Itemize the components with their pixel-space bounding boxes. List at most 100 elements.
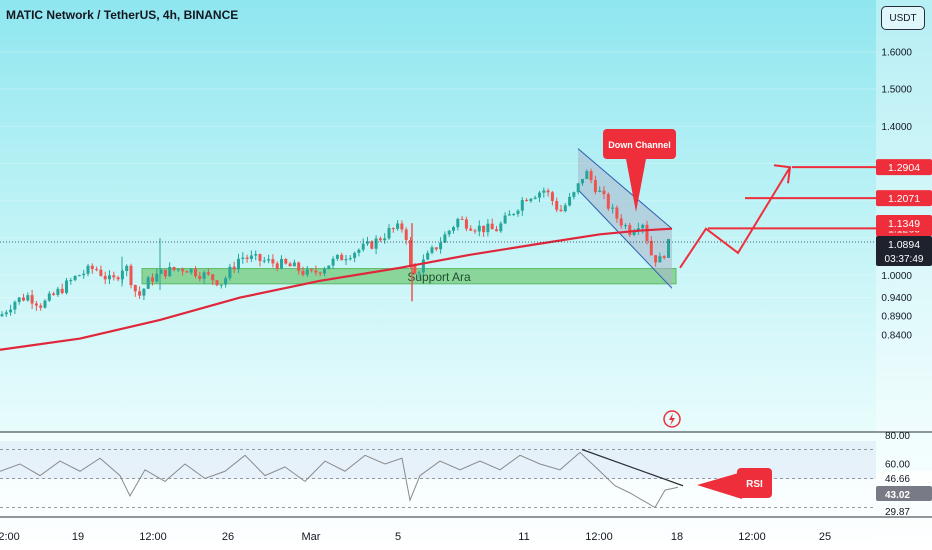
candle-body: [520, 200, 524, 211]
candle-body: [469, 228, 473, 231]
candle-body: [348, 258, 352, 260]
candle-body: [404, 229, 408, 240]
rsi-current-box: [876, 486, 932, 501]
candle-body: [353, 252, 357, 259]
time-axis-tick: 12:00: [738, 531, 766, 543]
candle-body: [189, 268, 193, 273]
candle-body: [482, 225, 486, 233]
time-axis-tick: 26: [222, 531, 234, 543]
rsi-axis-tick: 60.00: [885, 460, 910, 471]
callout-pointer: [626, 159, 646, 212]
candle-body: [69, 280, 73, 282]
candle-body: [181, 269, 185, 272]
candle-body: [611, 207, 615, 209]
candle-body: [0, 314, 4, 317]
candle-body: [417, 272, 421, 274]
candle-body: [434, 247, 438, 250]
rsi-axis-tick: 80.00: [885, 431, 910, 442]
candle-body: [662, 256, 666, 258]
price-axis-tick: 0.8400: [881, 330, 912, 341]
rsi-callout: RSI: [697, 468, 772, 499]
candle-body: [241, 257, 245, 259]
lightning-icon-bolt: [669, 413, 675, 426]
candle-body: [228, 266, 232, 279]
candle-body: [232, 266, 236, 270]
rsi-callout-label: RSI: [746, 479, 763, 490]
candle-body: [490, 223, 494, 230]
candle-body: [305, 269, 309, 275]
level-price-label: 1.1349: [888, 218, 920, 230]
price-axis-tick: 1.0000: [881, 271, 912, 282]
projection-arrowhead: [773, 164, 792, 184]
candle-body: [323, 269, 326, 274]
candle-body: [452, 227, 455, 231]
candle-body: [65, 280, 68, 294]
candle-body: [129, 265, 133, 286]
candle-body: [667, 238, 670, 258]
currency-button[interactable]: USDT: [881, 6, 925, 30]
rsi-line: [0, 451, 679, 509]
candle-body: [602, 190, 606, 195]
rsi-value-label: 46.66: [885, 474, 910, 485]
candle-body: [563, 205, 567, 212]
candle-body: [654, 255, 658, 263]
candle-body: [512, 213, 516, 215]
candle-body: [30, 295, 34, 304]
candle-body: [34, 303, 38, 306]
time-axis-tick: 19: [72, 531, 84, 543]
candle-body: [116, 277, 120, 280]
target-price-label-box: [876, 190, 932, 207]
candle-body: [598, 190, 602, 192]
candle-body: [576, 183, 580, 193]
candle-body: [219, 284, 223, 286]
current-price-label: 1.0894: [888, 239, 920, 251]
candle-body: [13, 301, 17, 310]
candle-body: [477, 225, 481, 232]
candle-body: [39, 305, 43, 308]
candle-body: [593, 180, 597, 192]
price-axis-tick: 1.5000: [881, 85, 912, 96]
candle-body: [572, 192, 576, 197]
time-axis-tick: Mar: [302, 531, 321, 543]
moving-average-line: [0, 227, 673, 351]
candle-body: [245, 257, 249, 259]
candle-body: [413, 265, 417, 274]
candle-body: [628, 225, 632, 235]
candle-body: [176, 269, 180, 271]
candle-body: [52, 293, 56, 295]
level-price-label-box: [876, 215, 932, 232]
candle-body: [443, 234, 447, 243]
time-axis-tick: 12:00: [585, 531, 613, 543]
candle-body: [301, 270, 305, 275]
candle-body: [361, 243, 365, 250]
candle-body: [26, 295, 30, 301]
candle-body: [495, 229, 498, 232]
candle-body: [254, 254, 258, 256]
candle-body: [546, 190, 550, 193]
candle-body: [125, 265, 129, 271]
candle-body: [383, 238, 387, 241]
support-zone-label: Support Ara: [407, 270, 471, 284]
candle-body: [185, 271, 189, 273]
candle-body: [585, 171, 589, 179]
down-channel-fill: [578, 148, 672, 289]
candle-body: [202, 272, 206, 279]
candle-body: [516, 210, 520, 214]
candle-body: [258, 254, 262, 262]
chart-title: MATIC Network / TetherUS, 4h, BINANCE: [6, 8, 239, 22]
rsi-axis-tick: 29.87: [885, 507, 910, 518]
candle-body: [275, 263, 279, 269]
candle-body: [649, 240, 653, 256]
target-price-label: 1.2071: [888, 193, 920, 205]
candle-body: [421, 259, 425, 273]
target-price-label-box: [876, 159, 932, 176]
rsi-trendline: [581, 448, 684, 487]
candle-body: [327, 265, 331, 270]
candle-body: [43, 300, 47, 308]
candle-body: [103, 275, 107, 280]
current-price-label-countdown: 03:37:49: [885, 254, 924, 265]
candle-body: [99, 269, 103, 276]
candle-body: [211, 274, 215, 281]
channel-upper-line: [577, 148, 673, 230]
